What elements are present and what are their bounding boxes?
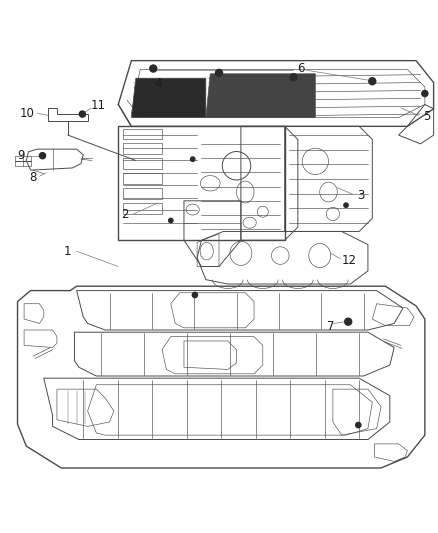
- Circle shape: [150, 65, 157, 72]
- Text: 4: 4: [155, 77, 162, 90]
- Text: 3: 3: [358, 189, 365, 202]
- Text: 9: 9: [17, 149, 25, 162]
- Polygon shape: [206, 74, 315, 118]
- Circle shape: [422, 91, 428, 96]
- Circle shape: [369, 78, 376, 85]
- Circle shape: [356, 423, 361, 427]
- Circle shape: [192, 292, 198, 297]
- Text: 12: 12: [342, 254, 357, 268]
- Text: 11: 11: [91, 99, 106, 112]
- Text: 10: 10: [20, 107, 35, 120]
- Circle shape: [39, 152, 46, 159]
- Circle shape: [345, 318, 352, 325]
- Text: 8: 8: [29, 171, 36, 184]
- Circle shape: [344, 203, 348, 207]
- Circle shape: [169, 219, 173, 223]
- Circle shape: [290, 74, 297, 81]
- Circle shape: [79, 111, 85, 117]
- Circle shape: [215, 69, 223, 76]
- Text: 7: 7: [327, 320, 335, 334]
- Text: 6: 6: [297, 62, 304, 75]
- Polygon shape: [131, 78, 206, 118]
- Circle shape: [191, 157, 195, 161]
- Text: 2: 2: [121, 208, 129, 221]
- Text: 5: 5: [424, 110, 431, 123]
- Text: 1: 1: [64, 245, 72, 257]
